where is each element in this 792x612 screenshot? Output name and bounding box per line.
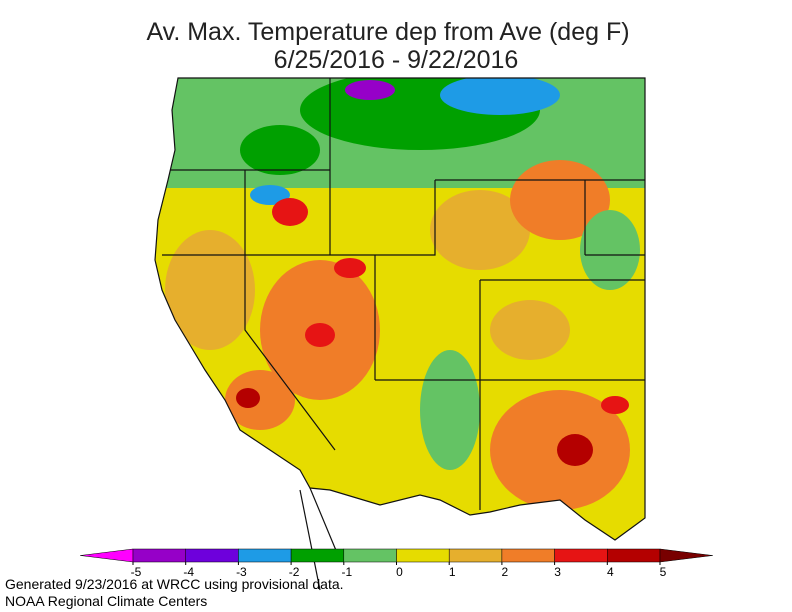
colorbar-tick-label: 1 bbox=[449, 565, 456, 579]
colorbar-tick-label: 2 bbox=[502, 565, 509, 579]
colorbar-segment bbox=[554, 548, 608, 563]
colorbar-over bbox=[659, 548, 713, 563]
subtitle: 6/25/2016 - 9/22/2016 bbox=[274, 46, 519, 74]
colorbar-tick-label: -1 bbox=[341, 565, 352, 579]
map-fill bbox=[155, 78, 645, 540]
colorbar-tick-label: -2 bbox=[289, 565, 300, 579]
colorbar-segment bbox=[290, 548, 345, 563]
map bbox=[154, 77, 646, 591]
colorbar-tick-label: -5 bbox=[131, 565, 142, 579]
colorbar-tick-label: 5 bbox=[660, 565, 667, 579]
colorbar-segment bbox=[238, 548, 292, 563]
title: Av. Max. Temperature dep from Ave (deg F… bbox=[146, 18, 629, 46]
colorbar-segment bbox=[501, 548, 555, 563]
colorbar: -5 -4 -3 -2 -1 0 1 2 3 4 5 bbox=[80, 548, 713, 579]
colorbar-tick-label: 3 bbox=[554, 565, 561, 579]
colorbar-tick-label: -3 bbox=[236, 565, 247, 579]
colorbar-segment bbox=[448, 548, 503, 563]
footer-line: NOAA Regional Climate Centers bbox=[5, 593, 207, 609]
colorbar-segment bbox=[185, 548, 239, 563]
colorbar-segment bbox=[607, 548, 661, 563]
colorbar-under bbox=[80, 548, 134, 563]
colorbar-segment bbox=[132, 548, 186, 563]
colorbar-tick-label: 4 bbox=[607, 565, 614, 579]
colorbar-segment bbox=[396, 548, 450, 563]
colorbar-tick-label: 0 bbox=[396, 565, 403, 579]
footer-line: Generated 9/23/2016 at WRCC using provis… bbox=[5, 576, 344, 592]
colorbar-segment bbox=[343, 548, 397, 563]
colorbar-tick-label: -4 bbox=[183, 565, 194, 579]
